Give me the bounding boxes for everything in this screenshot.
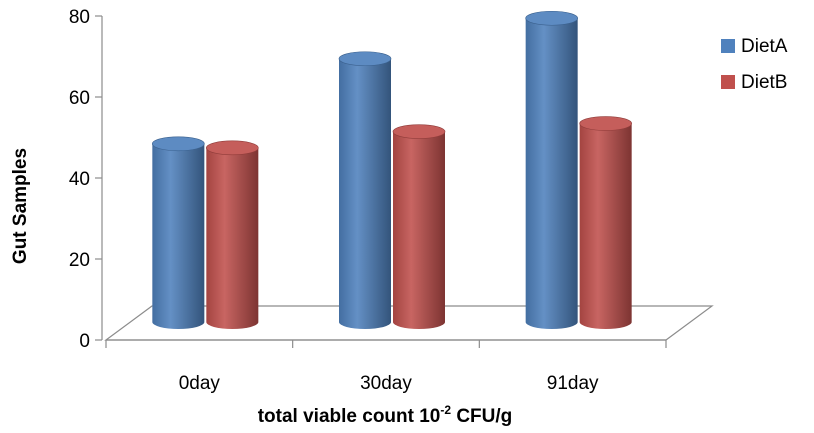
x-axis-title-main: total viable count 10 [258, 406, 441, 427]
bar-top [206, 141, 258, 155]
x-tick-label: 0day [179, 373, 221, 394]
legend-swatch [721, 75, 735, 89]
bar-top [152, 137, 204, 151]
bar [526, 11, 578, 329]
y-tick-label: 0 [79, 331, 90, 352]
y-axis-title: Gut Samples [10, 148, 31, 264]
x-tick-label: 30day [360, 373, 412, 394]
bar-body [580, 124, 632, 329]
bar [393, 125, 445, 329]
bar [206, 141, 258, 329]
legend-swatch [721, 39, 735, 53]
bar-top [393, 125, 445, 139]
bar-body [206, 148, 258, 329]
bar [339, 52, 391, 329]
x-axis-title-superscript: -2 [440, 403, 451, 417]
y-tick-label: 20 [69, 250, 90, 271]
bar-body [339, 59, 391, 329]
bar-top [580, 117, 632, 131]
bars [152, 11, 631, 329]
y-tick-label: 40 [69, 169, 90, 190]
x-axis-title-tail: CFU/g [451, 406, 512, 427]
bar-body [526, 18, 578, 329]
legend-label: DietB [741, 72, 787, 93]
x-axis-title: total viable count 10-2 CFU/g [258, 403, 513, 427]
bar-body [152, 144, 204, 329]
bar [152, 137, 204, 329]
bar [580, 117, 632, 329]
y-tick-label: 60 [69, 88, 90, 109]
bar-top [339, 52, 391, 66]
x-tick-label: 91day [547, 373, 599, 394]
bar-top [526, 11, 578, 25]
legend-label: DietA [741, 36, 788, 57]
bar-body [393, 132, 445, 329]
legend: DietA DietB [721, 36, 788, 93]
y-tick-label: 80 [69, 7, 90, 28]
